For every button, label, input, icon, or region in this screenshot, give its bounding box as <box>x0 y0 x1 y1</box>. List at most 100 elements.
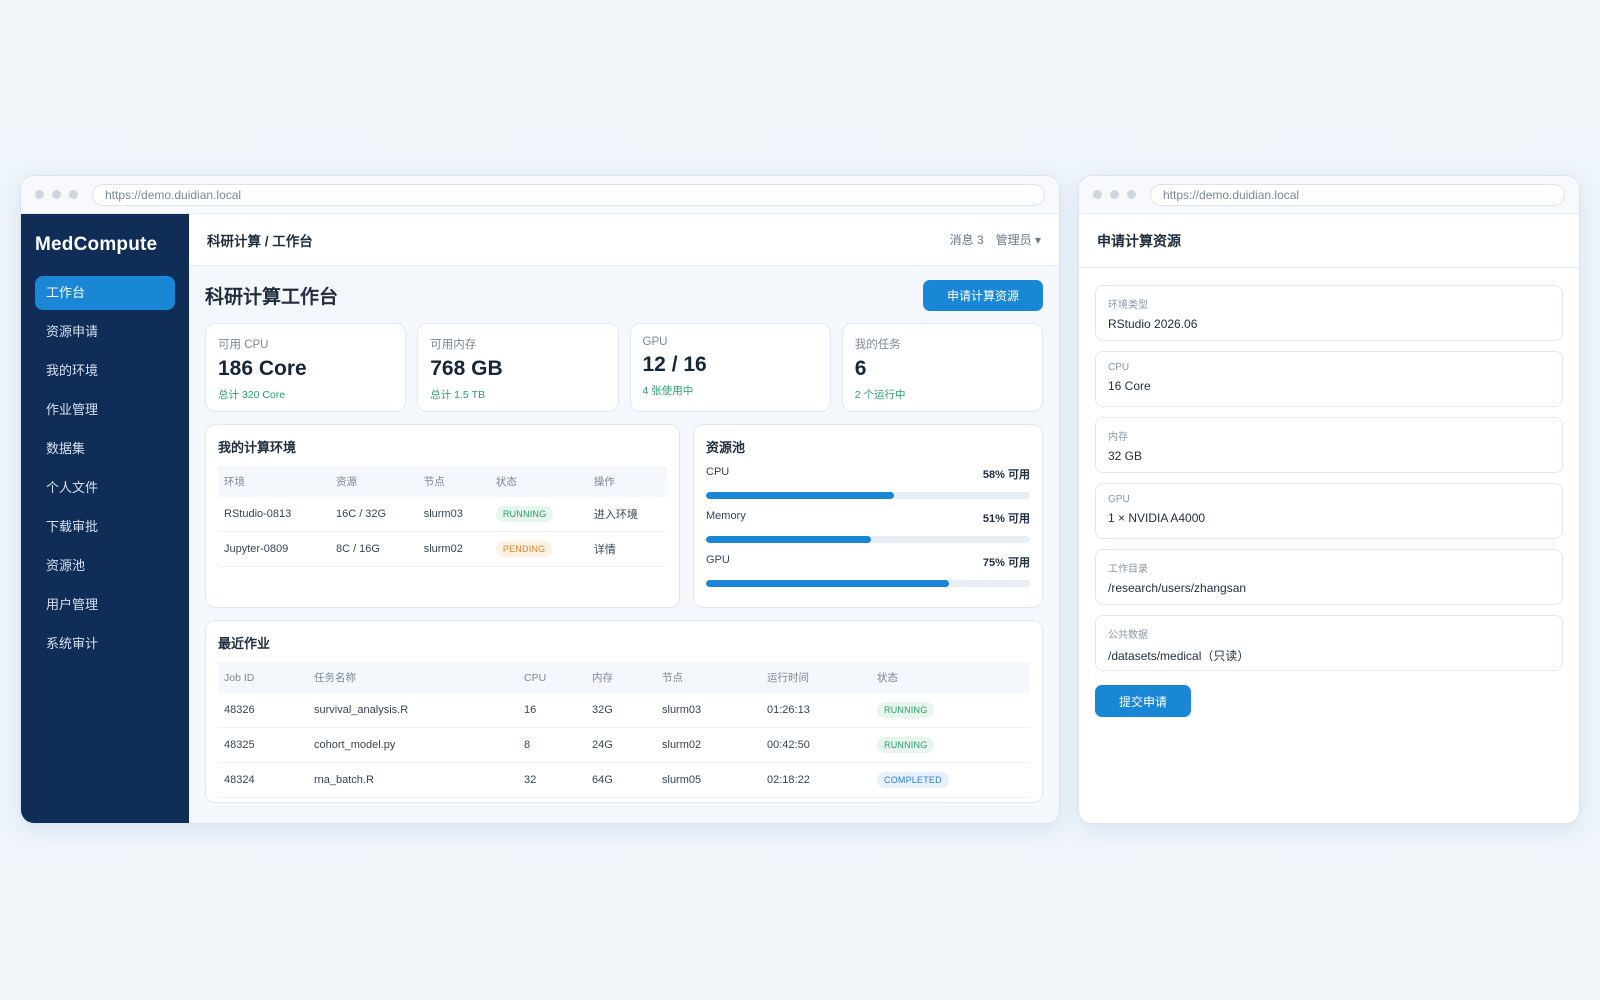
stats-row: 可用 CPU 186 Core 总计 320 Core 可用内存 768 GB … <box>205 323 1043 412</box>
topbar: 科研计算 / 工作台 消息 3 管理员 ▾ <box>189 214 1059 266</box>
column-header: 资源 <box>335 476 357 488</box>
details-link[interactable]: 详情 <box>593 544 616 556</box>
job-name: survival_analysis.R <box>308 693 518 728</box>
stat-value: 12 / 16 <box>642 353 707 376</box>
card-title: 我的计算环境 <box>218 440 297 455</box>
stat-card-cpu: 可用 CPU 186 Core 总计 320 Core <box>205 323 407 412</box>
pool-name: CPU <box>706 466 730 478</box>
address-bar[interactable]: https://demo.duidian.local <box>92 183 1045 206</box>
column-header: 运行时间 <box>767 672 809 684</box>
job-id: 48324 <box>218 762 308 798</box>
field-value: 32 GB <box>1108 449 1143 463</box>
table-row[interactable]: 48325 cohort_model.py 8 24G slurm02 00:4… <box>218 727 1030 763</box>
status-badge: RUNNING <box>877 702 935 718</box>
public-data-field[interactable]: 公共数据 /datasets/medical（只读） <box>1095 615 1563 671</box>
browser-chrome: https://demo.duidian.local <box>1079 176 1579 214</box>
sidebar-item-user-management[interactable]: 用户管理 <box>46 597 99 612</box>
field-label: CPU <box>1108 362 1130 373</box>
stat-label: 可用内存 <box>430 339 477 351</box>
stat-label: 可用 CPU <box>218 339 269 351</box>
status-badge: RUNNING <box>877 737 935 753</box>
progress-fill <box>706 492 894 499</box>
sidebar-item-resource-request[interactable]: 资源申请 <box>46 324 99 339</box>
stat-card-gpu: GPU 12 / 16 4 张使用中 <box>629 323 831 412</box>
env-resource: 16C / 32G <box>329 497 418 532</box>
memory-field[interactable]: 内存 32 GB <box>1095 417 1563 473</box>
dashboard-window: https://demo.duidian.local MedCompute 工作… <box>20 175 1060 824</box>
job-memory: 32G <box>586 693 656 728</box>
sidebar-item-datasets[interactable]: 数据集 <box>46 441 86 456</box>
stat-subtext: 总计 320 Core <box>218 389 286 401</box>
submit-request-button[interactable]: 提交申请 <box>1095 685 1192 717</box>
table-row: RStudio-0813 16C / 32G slurm03 RUNNING 进… <box>218 497 667 532</box>
column-header: 任务名称 <box>314 672 356 684</box>
env-name: Jupyter-0809 <box>218 531 330 567</box>
maximize-dot-icon[interactable] <box>69 190 78 199</box>
card-title: 资源池 <box>706 440 746 455</box>
stat-label: GPU <box>642 336 668 348</box>
close-dot-icon[interactable] <box>35 190 44 199</box>
browser-chrome: https://demo.duidian.local <box>21 176 1059 214</box>
sidebar-item-job-management[interactable]: 作业管理 <box>46 402 99 417</box>
environment-type-field[interactable]: 环境类型 RStudio 2026.06 <box>1095 285 1563 341</box>
field-value: /datasets/medical（只读） <box>1108 649 1250 663</box>
gpu-field[interactable]: GPU 1 × NVIDIA A4000 <box>1095 483 1563 539</box>
job-node: slurm02 <box>656 727 761 763</box>
sidebar-item-resource-pool[interactable]: 资源池 <box>46 558 86 573</box>
field-label: 内存 <box>1108 432 1128 443</box>
page-title: 科研计算工作台 <box>205 287 339 308</box>
job-memory: 64G <box>586 762 656 798</box>
minimize-dot-icon[interactable] <box>1110 190 1119 199</box>
pool-percent: 58% 可用 <box>982 469 1030 481</box>
sidebar-item-download-approval[interactable]: 下载审批 <box>46 519 99 534</box>
field-value: /research/users/zhangsan <box>1108 581 1247 595</box>
field-label: 工作目录 <box>1108 564 1148 575</box>
sidebar-item-my-environments[interactable]: 我的环境 <box>46 363 99 378</box>
stat-card-tasks: 我的任务 6 2 个运行中 <box>841 323 1043 412</box>
sidebar-item-personal-files[interactable]: 个人文件 <box>46 480 99 495</box>
pool-name: Memory <box>706 510 746 522</box>
table-row[interactable]: 48324 rna_batch.R 32 64G slurm05 02:18:2… <box>218 762 1030 798</box>
minimize-dot-icon[interactable] <box>52 190 61 199</box>
sidebar-item-workbench[interactable]: 工作台 <box>35 276 175 310</box>
window-controls <box>1093 190 1136 199</box>
job-runtime: 00:42:50 <box>761 727 871 763</box>
table-row: Jupyter-0809 8C / 16G slurm02 PENDING 详情 <box>218 531 667 567</box>
request-resources-button[interactable]: 申请计算资源 <box>922 280 1043 311</box>
messages-link[interactable]: 消息 3 <box>949 233 984 247</box>
column-header: 状态 <box>877 672 898 684</box>
job-cpu: 16 <box>518 693 586 728</box>
pool-row-cpu: CPU 58% 可用 <box>706 466 1030 499</box>
progress-bar <box>706 492 1030 499</box>
brand-logo: MedCompute <box>35 234 158 255</box>
column-header: 环境 <box>224 476 245 488</box>
cpu-field[interactable]: CPU 16 Core <box>1095 351 1563 407</box>
column-header: 操作 <box>593 476 615 488</box>
recent-jobs-card: 最近作业 Job ID 任务名称 CPU 内存 节点 运行时间 状态 <box>205 620 1043 803</box>
resource-pool-card: 资源池 CPU 58% 可用 Memory 51% 可用 <box>693 424 1043 608</box>
field-label: GPU <box>1108 494 1130 505</box>
enter-environment-link[interactable]: 进入环境 <box>593 509 638 521</box>
job-name: rna_batch.R <box>308 762 518 798</box>
job-node: slurm05 <box>656 762 761 798</box>
work-directory-field[interactable]: 工作目录 /research/users/zhangsan <box>1095 549 1563 605</box>
maximize-dot-icon[interactable] <box>1127 190 1136 199</box>
address-bar[interactable]: https://demo.duidian.local <box>1150 183 1565 206</box>
table-row[interactable]: 48326 survival_analysis.R 16 32G slurm03… <box>218 693 1030 728</box>
breadcrumb: 科研计算 / 工作台 <box>207 233 313 249</box>
sidebar-item-system-audit[interactable]: 系统审计 <box>46 636 99 651</box>
pool-row-gpu: GPU 75% 可用 <box>706 554 1030 587</box>
env-node: slurm03 <box>417 497 490 532</box>
job-runtime: 02:18:22 <box>761 762 871 798</box>
env-node: slurm02 <box>417 531 490 567</box>
status-badge: PENDING <box>495 541 553 557</box>
user-menu[interactable]: 管理员 ▾ <box>995 233 1041 247</box>
request-form-window: https://demo.duidian.local 申请计算资源 环境类型 R… <box>1078 175 1580 824</box>
status-badge: COMPLETED <box>877 772 949 788</box>
job-runtime: 01:26:13 <box>761 693 871 728</box>
stat-subtext: 4 张使用中 <box>642 385 694 397</box>
stat-label: 我的任务 <box>854 339 901 351</box>
close-dot-icon[interactable] <box>1093 190 1102 199</box>
field-value: 1 × NVIDIA A4000 <box>1108 511 1206 525</box>
job-id: 48325 <box>218 727 308 763</box>
